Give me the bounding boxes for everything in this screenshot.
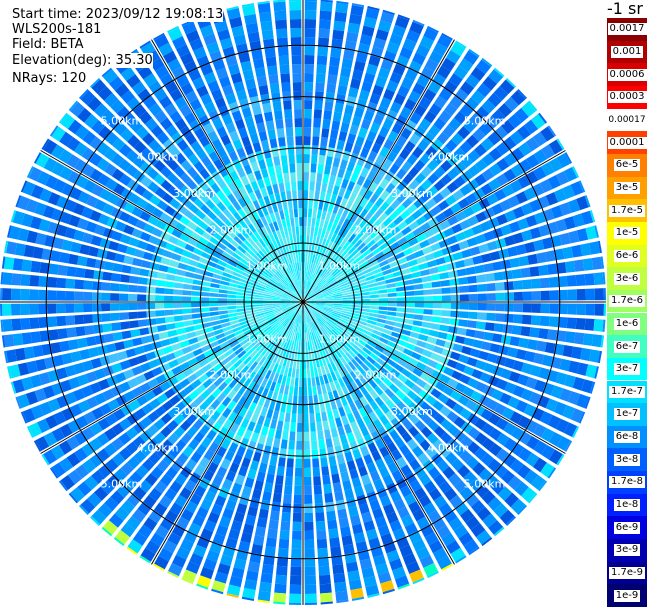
colorbar-cell: 0.0003 bbox=[607, 86, 647, 109]
range-ring-label: 5.00km bbox=[101, 478, 143, 491]
site-label: WLS200s-181 bbox=[12, 22, 102, 37]
range-ring-label: 4.00km bbox=[137, 151, 179, 164]
colorbar-label: 1e-9 bbox=[613, 589, 641, 602]
colorbar-label: 6e-6 bbox=[613, 249, 641, 262]
range-ring-label: 5.00km bbox=[464, 478, 506, 491]
colorbar-label: 6e-7 bbox=[613, 340, 641, 353]
range-ring-label: 2.00km bbox=[210, 369, 252, 382]
colorbar-label: 1.7e-6 bbox=[608, 295, 646, 308]
colorbar-cell: 1.7e-6 bbox=[607, 289, 647, 313]
range-ring-label: 4.00km bbox=[428, 151, 470, 164]
range-ring-label: 3.00km bbox=[391, 405, 433, 418]
colorbar-label: 0.001 bbox=[610, 46, 644, 59]
colorbar-label: 3e-5 bbox=[613, 181, 641, 194]
range-ring-label: 1.00km bbox=[319, 260, 361, 273]
colorbar-label: 6e-9 bbox=[613, 521, 641, 534]
colorbar-label: 1.7e-8 bbox=[608, 476, 646, 489]
colorbar-label: 1e-6 bbox=[613, 317, 641, 330]
colorbar-cell: 6e-8 bbox=[607, 425, 647, 449]
colorbar-label: 1.7e-9 bbox=[608, 567, 646, 580]
colorbar-label: 1e-7 bbox=[613, 408, 641, 421]
colorbar-cell: 3e-5 bbox=[607, 176, 647, 200]
colorbar-label: 0.00017 bbox=[606, 113, 647, 126]
colorbar-cell: 6e-7 bbox=[607, 335, 647, 358]
colorbar-cell: 6e-5 bbox=[607, 153, 647, 177]
range-ring-label: 4.00km bbox=[428, 441, 470, 454]
colorbar-cell: 3e-8 bbox=[607, 448, 647, 472]
colorbar-label: 0.0001 bbox=[607, 136, 647, 149]
azimuth-spokes bbox=[0, 0, 606, 605]
colorbar-cell: 1e-8 bbox=[607, 493, 647, 517]
range-ring-label: 4.00km bbox=[137, 441, 179, 454]
colorbar-cell: 1.7e-8 bbox=[607, 471, 647, 494]
colorbar-cell: 0.001 bbox=[607, 40, 647, 64]
range-ring-label: 5.00km bbox=[464, 114, 506, 127]
colorbar-cell: 1.7e-9 bbox=[607, 561, 647, 585]
range-ring-label: 1.00km bbox=[319, 332, 361, 345]
field-label: Field: BETA bbox=[12, 37, 84, 52]
colorbar-cell: 3e-6 bbox=[607, 267, 647, 290]
colorbar-cell: 1.7e-5 bbox=[607, 199, 647, 222]
colorbar-label: 1.7e-5 bbox=[608, 204, 646, 217]
colorbar-cell: 3e-7 bbox=[607, 357, 647, 381]
colorbar-label: 1e-8 bbox=[613, 499, 641, 512]
nrays-label: NRays: 120 bbox=[12, 71, 87, 86]
range-ring-label: 1.00km bbox=[246, 332, 288, 345]
colorbar-cell: 0.0001 bbox=[607, 131, 647, 154]
colorbar-label: 3e-7 bbox=[613, 363, 641, 376]
colorbar-cell: 0.0006 bbox=[607, 63, 647, 86]
range-ring-label: 5.00km bbox=[101, 114, 143, 127]
colorbar-title: -1 sr bbox=[607, 0, 643, 18]
colorbar-label: 6e-5 bbox=[613, 159, 641, 172]
colorbar-label: 6e-8 bbox=[613, 431, 641, 444]
colorbar-label: 1e-5 bbox=[613, 227, 641, 240]
colorbar-label: 3e-6 bbox=[613, 272, 641, 285]
colorbar-cell: 1e-7 bbox=[607, 403, 647, 426]
range-ring-labels: 1.00km 1.00km 1.00km 1.00km 2.00km 2.00km 2.00… bbox=[101, 114, 506, 490]
colorbar-label: 0.0017 bbox=[607, 23, 647, 36]
colorbar-cell: 3e-9 bbox=[607, 539, 647, 562]
range-ring-label: 2.00km bbox=[355, 223, 397, 236]
colorbar-cell: 1.7e-7 bbox=[607, 380, 647, 404]
radar-rays bbox=[0, 0, 606, 605]
start-time-label: Start time: 2023/09/12 19:08:13 bbox=[12, 7, 224, 22]
colorbar-cell: 6e-6 bbox=[607, 244, 647, 268]
colorbar-cell: 0.0017 bbox=[607, 18, 647, 41]
colorbar-label: 1.7e-7 bbox=[608, 385, 646, 398]
elevation-label: Elevation(deg): 35.30 bbox=[12, 53, 153, 68]
range-ring-label: 3.00km bbox=[391, 187, 433, 200]
colorbar-label: 0.0003 bbox=[607, 91, 647, 104]
colorbar-cell: 1e-5 bbox=[607, 221, 647, 245]
colorbar-cell: 0.00017 bbox=[606, 108, 647, 132]
colorbar-cell: 6e-9 bbox=[607, 516, 647, 540]
ppi-scan-display: 1.00km 1.00km 1.00km 1.00km 2.00km 2.00km 2.00… bbox=[0, 0, 606, 605]
range-ring-label: 3.00km bbox=[173, 187, 215, 200]
range-ring-label: 3.00km bbox=[173, 405, 215, 418]
colorbar-label: 3e-8 bbox=[613, 453, 641, 466]
range-ring-label: 2.00km bbox=[210, 223, 252, 236]
range-ring-label: 1.00km bbox=[246, 260, 288, 273]
colorbar-label: 0.0006 bbox=[607, 68, 647, 81]
range-ring-label: 2.00km bbox=[355, 369, 397, 382]
colorbar-cell: 1e-9 bbox=[607, 584, 647, 607]
colorbar-label: 3e-9 bbox=[613, 544, 641, 557]
colorbar: 0.0017 0.001 0.0006 0.0003 0.00017 0.0001 6e-5… bbox=[606, 18, 647, 607]
colorbar-cell: 1e-6 bbox=[607, 312, 647, 336]
